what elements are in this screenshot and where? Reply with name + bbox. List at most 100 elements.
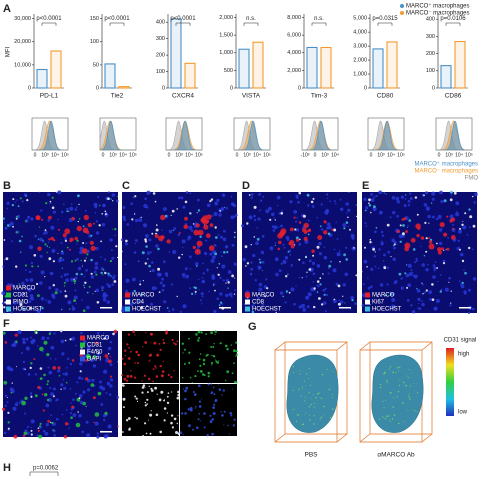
speckle xyxy=(168,251,171,253)
speckle xyxy=(248,215,253,220)
channel-label: MARCO xyxy=(87,336,110,342)
speckle xyxy=(437,280,439,283)
speckle xyxy=(77,266,82,271)
speckle xyxy=(213,212,218,216)
speckle xyxy=(293,216,296,219)
speckle xyxy=(26,425,29,428)
speckle xyxy=(63,435,68,439)
speckle xyxy=(149,413,153,417)
speckle xyxy=(112,200,114,202)
speckle xyxy=(181,246,184,249)
speckle xyxy=(400,195,404,199)
speckle xyxy=(170,283,174,286)
speckle xyxy=(342,295,344,297)
speckle xyxy=(196,426,199,430)
speckle xyxy=(36,434,39,437)
speckle xyxy=(324,415,326,417)
speckle xyxy=(449,198,453,202)
speckle xyxy=(184,267,188,271)
speckle xyxy=(80,259,82,262)
speckle xyxy=(459,227,461,230)
speckle xyxy=(320,303,324,306)
y-tick-label: 1,500 xyxy=(219,33,233,39)
speckle xyxy=(185,386,189,390)
speckle xyxy=(69,412,72,415)
speckle xyxy=(440,200,444,204)
hist-tick-label: 10⁴ xyxy=(455,152,463,158)
speckle xyxy=(295,220,298,223)
speckle xyxy=(311,205,315,208)
hist-tick-label: -10³ xyxy=(301,152,310,158)
legend-marker xyxy=(400,11,404,15)
y-tick-label: 20,000 xyxy=(14,39,31,45)
speckle xyxy=(50,414,53,417)
speckle xyxy=(86,345,91,350)
speckle xyxy=(210,258,215,263)
speckle xyxy=(403,217,407,221)
speckle xyxy=(269,246,274,251)
speckle xyxy=(184,200,188,204)
speckle xyxy=(212,355,216,358)
speckle xyxy=(157,247,160,251)
speckle xyxy=(390,392,392,394)
speckle xyxy=(317,285,320,288)
speckle xyxy=(147,419,149,421)
speckle xyxy=(398,384,401,387)
speckle xyxy=(253,205,257,209)
hist-tick-label: 10³ xyxy=(377,152,385,158)
speckle xyxy=(405,384,407,387)
speckle xyxy=(56,191,58,193)
speckle xyxy=(299,373,301,375)
speckle xyxy=(65,381,68,384)
speckle xyxy=(191,382,193,384)
speckle xyxy=(166,401,170,405)
speckle xyxy=(63,386,67,390)
speckle xyxy=(159,348,162,351)
speckle xyxy=(71,405,75,409)
speckle xyxy=(203,426,206,429)
speckle xyxy=(10,391,13,394)
speckle xyxy=(350,233,355,238)
speckle xyxy=(48,246,51,248)
speckle xyxy=(102,274,104,276)
speckle xyxy=(337,253,340,256)
speckle xyxy=(30,426,32,429)
speckle xyxy=(160,374,164,378)
speckle xyxy=(72,398,75,402)
speckle xyxy=(155,375,159,378)
y-tick-label: 100 xyxy=(426,68,435,74)
speckle xyxy=(211,214,214,217)
speckle xyxy=(122,397,126,401)
speckle xyxy=(112,276,116,280)
speckle xyxy=(60,339,65,344)
hist-tick-label: 10⁴ xyxy=(387,152,395,158)
bracket xyxy=(377,22,393,26)
speckle xyxy=(345,202,350,206)
legend-label: MARCO⁻ macrophages xyxy=(406,11,470,17)
speckle xyxy=(218,304,221,306)
speckle xyxy=(122,431,124,433)
speckle xyxy=(392,406,395,408)
speckle xyxy=(82,309,86,313)
speckle xyxy=(464,212,467,215)
speckle xyxy=(428,222,430,224)
speckle xyxy=(115,245,118,248)
speckle xyxy=(369,238,372,241)
speckle xyxy=(198,384,201,388)
speckle xyxy=(276,204,279,207)
speckle xyxy=(231,274,235,278)
speckle xyxy=(383,266,387,270)
speckle xyxy=(109,378,114,382)
speckle xyxy=(446,247,450,251)
speckle xyxy=(66,273,70,276)
speckle xyxy=(221,264,226,269)
speckle xyxy=(302,423,305,426)
speckle xyxy=(299,370,301,372)
speckle xyxy=(284,301,287,304)
speckle xyxy=(84,281,87,284)
speckle xyxy=(96,432,100,435)
speckle xyxy=(50,345,55,350)
y-tick-label: 0 xyxy=(162,85,165,91)
speckle xyxy=(87,222,93,228)
speckle xyxy=(79,362,83,366)
